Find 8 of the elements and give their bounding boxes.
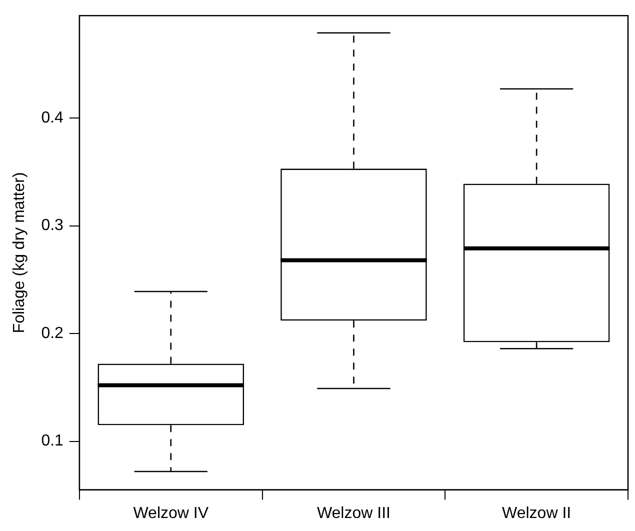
y-tick-label: 0.4	[41, 109, 64, 126]
y-tick-label: 0.2	[41, 324, 64, 342]
x-tick-label: Welzow IV	[133, 504, 209, 522]
y-tick-label: 0.3	[41, 217, 64, 234]
y-axis-title: Foliage (kg dry matter)	[11, 172, 28, 334]
x-tick-label: Welzow II	[502, 504, 572, 522]
x-tick-label: Welzow III	[316, 504, 390, 522]
y-tick-label: 0.1	[41, 432, 64, 450]
